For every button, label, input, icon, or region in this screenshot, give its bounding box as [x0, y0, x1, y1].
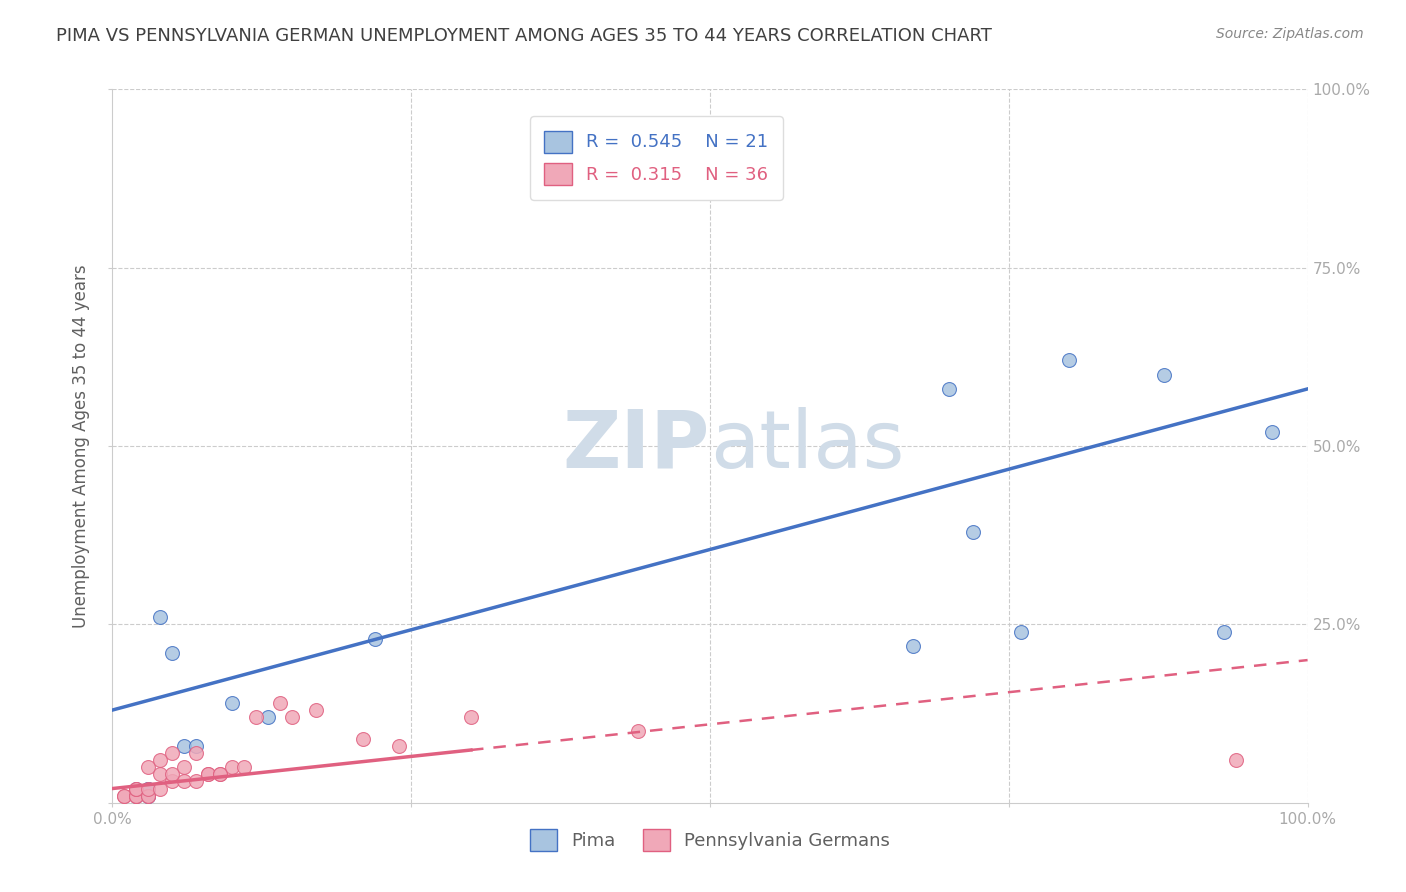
Point [149, 610, 172, 624]
Point [269, 696, 291, 710]
Point [388, 739, 411, 753]
Point [173, 774, 195, 789]
Point [209, 767, 232, 781]
Point [281, 710, 304, 724]
Point [352, 731, 374, 746]
Point [627, 724, 650, 739]
Point [162, 767, 183, 781]
Point [1057, 353, 1080, 368]
Point [138, 781, 160, 796]
Legend: Pima, Pennsylvania Germans: Pima, Pennsylvania Germans [523, 822, 897, 858]
Point [197, 767, 219, 781]
Point [125, 781, 148, 796]
Point [162, 746, 183, 760]
Point [938, 382, 960, 396]
Point [162, 774, 183, 789]
Point [125, 789, 148, 803]
Point [305, 703, 328, 717]
Point [125, 789, 148, 803]
Point [197, 767, 219, 781]
Point [1010, 624, 1032, 639]
Point [186, 739, 208, 753]
Point [186, 774, 208, 789]
Point [903, 639, 925, 653]
Point [245, 710, 267, 724]
Point [1213, 624, 1236, 639]
Point [1225, 753, 1247, 767]
Text: Source: ZipAtlas.com: Source: ZipAtlas.com [1216, 27, 1364, 41]
Point [173, 739, 195, 753]
Point [138, 789, 160, 803]
Point [1261, 425, 1284, 439]
Text: ZIP: ZIP [562, 407, 710, 485]
Text: atlas: atlas [710, 407, 904, 485]
Point [186, 746, 208, 760]
Point [460, 710, 482, 724]
Point [125, 781, 148, 796]
Point [125, 789, 148, 803]
Point [221, 696, 243, 710]
Point [149, 781, 172, 796]
Point [209, 767, 232, 781]
Point [173, 760, 195, 774]
Point [138, 789, 160, 803]
Point [364, 632, 387, 646]
Point [138, 789, 160, 803]
Point [149, 753, 172, 767]
Point [221, 760, 243, 774]
Point [233, 760, 256, 774]
Point [138, 760, 160, 774]
Point [138, 789, 160, 803]
Point [125, 781, 148, 796]
Point [149, 767, 172, 781]
Point [114, 789, 135, 803]
Point [138, 781, 160, 796]
Point [257, 710, 280, 724]
Point [1153, 368, 1175, 382]
Y-axis label: Unemployment Among Ages 35 to 44 years: Unemployment Among Ages 35 to 44 years [72, 264, 90, 628]
Text: PIMA VS PENNSYLVANIA GERMAN UNEMPLOYMENT AMONG AGES 35 TO 44 YEARS CORRELATION C: PIMA VS PENNSYLVANIA GERMAN UNEMPLOYMENT… [56, 27, 993, 45]
Point [125, 789, 148, 803]
Point [162, 646, 183, 660]
Point [114, 789, 135, 803]
Point [962, 524, 984, 539]
Point [138, 781, 160, 796]
